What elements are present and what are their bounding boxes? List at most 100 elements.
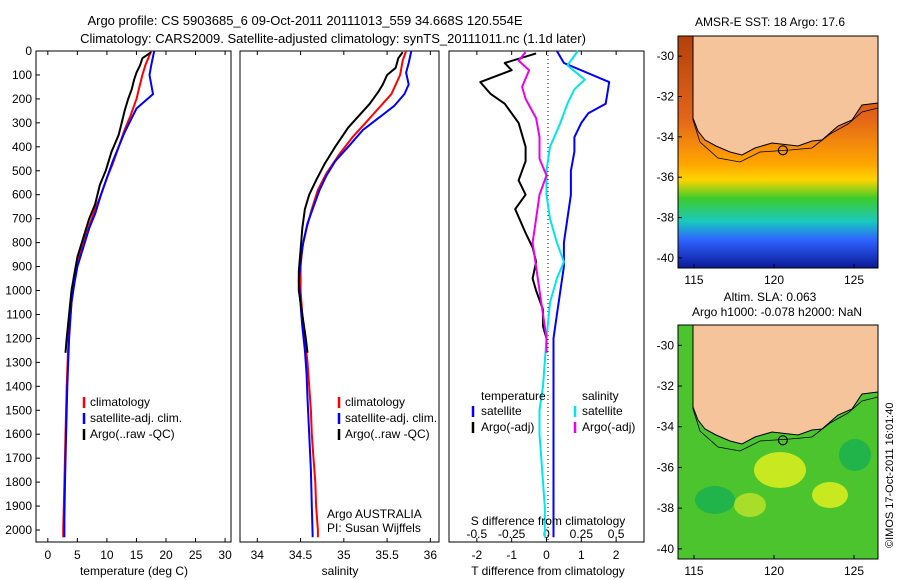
x-tick-label: 25 xyxy=(189,548,203,562)
difference-axes-box xyxy=(448,50,645,543)
x-tick-label: 10 xyxy=(100,548,114,562)
y-tick-label: 1800 xyxy=(5,475,32,489)
sla-map-frame xyxy=(677,324,879,560)
x-tick-label: -1 xyxy=(506,548,517,562)
sla-anomaly-positive xyxy=(734,493,766,517)
s-tick-label: 0.5 xyxy=(608,527,625,541)
x-tick-label: 1 xyxy=(578,548,585,562)
y-tick-label: 400 xyxy=(12,140,32,154)
difference-lines xyxy=(479,50,611,538)
lat-tick-label: -32 xyxy=(657,379,675,393)
x-tick-label: 0 xyxy=(543,548,550,562)
y-tick-label: 1300 xyxy=(5,355,32,369)
salinity-lines xyxy=(297,50,413,538)
legend-header-temperature: temperature xyxy=(481,389,546,403)
sst-lon-axis: 115 120 125 xyxy=(684,264,864,287)
y-tick-label: 100 xyxy=(12,68,32,82)
s-tick-label: -0.25 xyxy=(498,527,526,541)
lat-tick-label: -30 xyxy=(657,49,675,63)
x-tick-label: 35 xyxy=(337,548,351,562)
float-program: Argo AUSTRALIA xyxy=(327,507,422,521)
sla-map-subtitle: Argo h1000: -0.078 h2000: NaN xyxy=(692,305,862,319)
x-tick-label: 30 xyxy=(218,548,232,562)
y-tick-label: 600 xyxy=(12,188,32,202)
sst-map-frame xyxy=(677,35,879,269)
lon-tick-label: 125 xyxy=(844,564,864,578)
header-subtitle: Climatology: CARS2009. Satellite-adjuste… xyxy=(80,31,586,46)
lat-tick-label: -34 xyxy=(657,420,675,434)
legend-climatology: climatology xyxy=(90,395,150,409)
series-line-argo-raw-qc- xyxy=(297,51,404,353)
x-tick-label: 34 xyxy=(251,548,265,562)
legend-temp-satellite: satellite xyxy=(481,404,522,418)
series-line-satellite-adj-clim- xyxy=(297,50,413,538)
lat-tick-label: -38 xyxy=(657,501,675,515)
lon-tick-label: 115 xyxy=(684,273,703,287)
sla-map-title: Altim. SLA: 0.063 xyxy=(724,290,817,304)
y-tick-label: 1500 xyxy=(5,403,32,417)
lat-tick-label: -40 xyxy=(657,251,675,265)
y-tick-label: 200 xyxy=(12,92,32,106)
y-tick-label: 700 xyxy=(12,212,32,226)
y-tick-label: 300 xyxy=(12,116,32,130)
x-tick-label: 2 xyxy=(613,548,620,562)
y-tick-label: 1700 xyxy=(5,451,32,465)
legend-satellite: satellite-adj. clim. xyxy=(90,411,182,425)
y-tick-label: 1600 xyxy=(5,427,32,441)
series-line-satellite-adj-clim- xyxy=(63,50,156,538)
lat-tick-label: -38 xyxy=(657,211,675,225)
y-tick-label: 800 xyxy=(12,236,32,250)
lon-tick-label: 120 xyxy=(764,273,784,287)
y-tick-label: 1200 xyxy=(5,331,32,345)
bathymetry-contour xyxy=(692,36,878,163)
salinity-x-axis: 34 34.5 35 35.5 36 xyxy=(251,51,438,562)
difference-x-axis: -2 -1 0 1 2 xyxy=(472,51,620,562)
sla-anomaly-negative xyxy=(695,486,735,514)
y-tick-label: 1100 xyxy=(6,307,32,321)
x-tick-label: -2 xyxy=(472,548,483,562)
float-location-marker xyxy=(777,145,789,156)
y-tick-label: 2000 xyxy=(5,523,32,537)
lon-tick-label: 115 xyxy=(684,564,703,578)
land-mass xyxy=(692,325,878,445)
lat-tick-label: -40 xyxy=(657,542,675,556)
difference-legend: temperature salinity satellite Argo(-adj… xyxy=(471,389,635,434)
difference-xlabel: T difference from climatology xyxy=(471,564,625,578)
lat-tick-label: -34 xyxy=(657,130,675,144)
difference-top-xlabel: S difference from climatology xyxy=(471,514,626,528)
x-tick-label: 0 xyxy=(44,548,51,562)
x-tick-label: 35.5 xyxy=(375,548,399,562)
lat-tick-label: -36 xyxy=(657,170,675,184)
sst-lat-axis: -30 -32 -34 -36 -38 -40 xyxy=(657,49,682,265)
y-tick-label: 900 xyxy=(12,260,32,274)
x-tick-label: 36 xyxy=(424,548,438,562)
temperature-lines xyxy=(62,50,156,538)
sla-lat-axis: -30 -32 -34 -36 -38 -40 xyxy=(657,338,682,556)
temperature-legend: climatology satellite-adj. clim. Argo(..… xyxy=(82,395,182,441)
sla-map: Altim. SLA: 0.063 Argo h1000: -0.078 h20… xyxy=(657,290,879,578)
salinity-xlabel: salinity xyxy=(322,564,359,578)
sst-map-title: AMSR-E SST: 18 Argo: 17.6 xyxy=(695,15,845,29)
x-tick-label: 15 xyxy=(130,548,144,562)
lon-tick-label: 125 xyxy=(844,273,864,287)
sla-lon-axis: 115 120 125 xyxy=(684,555,864,578)
series-line-temperature-satellite xyxy=(552,50,611,538)
y-tick-label: 1400 xyxy=(5,379,32,393)
lon-tick-label: 120 xyxy=(764,564,784,578)
float-location-marker xyxy=(777,435,789,446)
lat-tick-label: -32 xyxy=(657,90,675,104)
legend-header-salinity: salinity xyxy=(582,389,619,403)
lat-tick-label: -36 xyxy=(657,460,675,474)
s-tick-label: -0.5 xyxy=(467,527,488,541)
legend-argo: Argo(..raw -QC) xyxy=(90,427,175,441)
legend-climatology: climatology xyxy=(345,395,405,409)
s-tick-label: 0 xyxy=(543,527,550,541)
y-tick-label: 1000 xyxy=(5,284,32,298)
footer-credit: ©IMOS 17-Oct-2011 16:01:40 xyxy=(884,403,896,548)
x-tick-label: 34.5 xyxy=(289,548,313,562)
depth-axis: 0 100 200 300 400 500 600 700 800 900 1000 1100 1200… xyxy=(5,44,40,537)
difference-panel: -2 -1 0 1 2 -0.5 -0.25 0 0.25 0.5 S difference f… xyxy=(448,50,645,578)
temperature-x-axis: 0 5 10 15 20 25 30 xyxy=(44,51,232,562)
y-tick-label: 1900 xyxy=(5,499,32,513)
